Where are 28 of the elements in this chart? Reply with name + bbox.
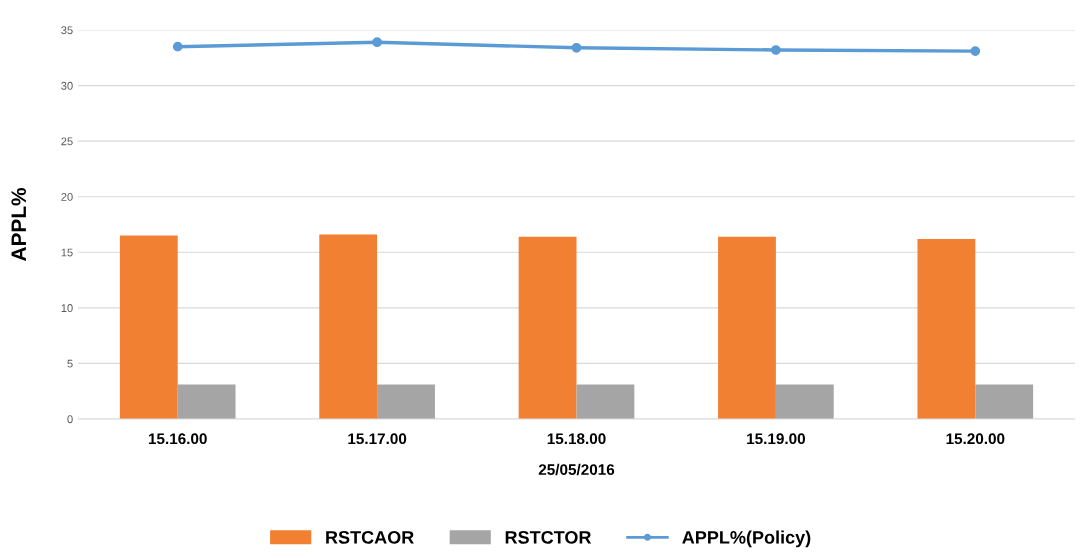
bar bbox=[319, 234, 378, 419]
x-tick-label: 15.20.00 bbox=[946, 433, 1005, 445]
y-tick-label: 35 bbox=[61, 26, 73, 35]
y-axis-title: APPL% bbox=[11, 188, 27, 262]
y-tick-label: 30 bbox=[61, 81, 73, 90]
bar bbox=[576, 384, 635, 419]
bar bbox=[975, 384, 1034, 419]
x-tick-label: 15.19.00 bbox=[747, 433, 806, 445]
legend-label: RSTCTOR bbox=[505, 530, 592, 544]
y-tick-label: 10 bbox=[61, 304, 73, 312]
bar bbox=[177, 384, 236, 419]
y-tick-label: 15 bbox=[61, 248, 73, 257]
y-tick-label: 25 bbox=[61, 137, 73, 146]
bar bbox=[917, 238, 976, 419]
y-tick-label: 0 bbox=[67, 415, 73, 424]
bar bbox=[718, 236, 776, 419]
bar bbox=[518, 236, 577, 419]
x-tick-label: 15.16.00 bbox=[148, 433, 207, 445]
legend-label: RSTCAOR bbox=[326, 530, 414, 544]
y-tick-label: 20 bbox=[61, 192, 73, 201]
x-axis-title: 25/05/2016 bbox=[538, 463, 615, 476]
bar bbox=[119, 235, 178, 419]
x-tick-label: 15.17.00 bbox=[348, 433, 407, 445]
bar bbox=[775, 384, 834, 419]
bar bbox=[377, 384, 435, 419]
x-tick-label: 15.18.00 bbox=[547, 433, 606, 445]
y-tick-label: 5 bbox=[67, 359, 73, 368]
legend-label: APPL%(Policy) bbox=[682, 530, 811, 548]
